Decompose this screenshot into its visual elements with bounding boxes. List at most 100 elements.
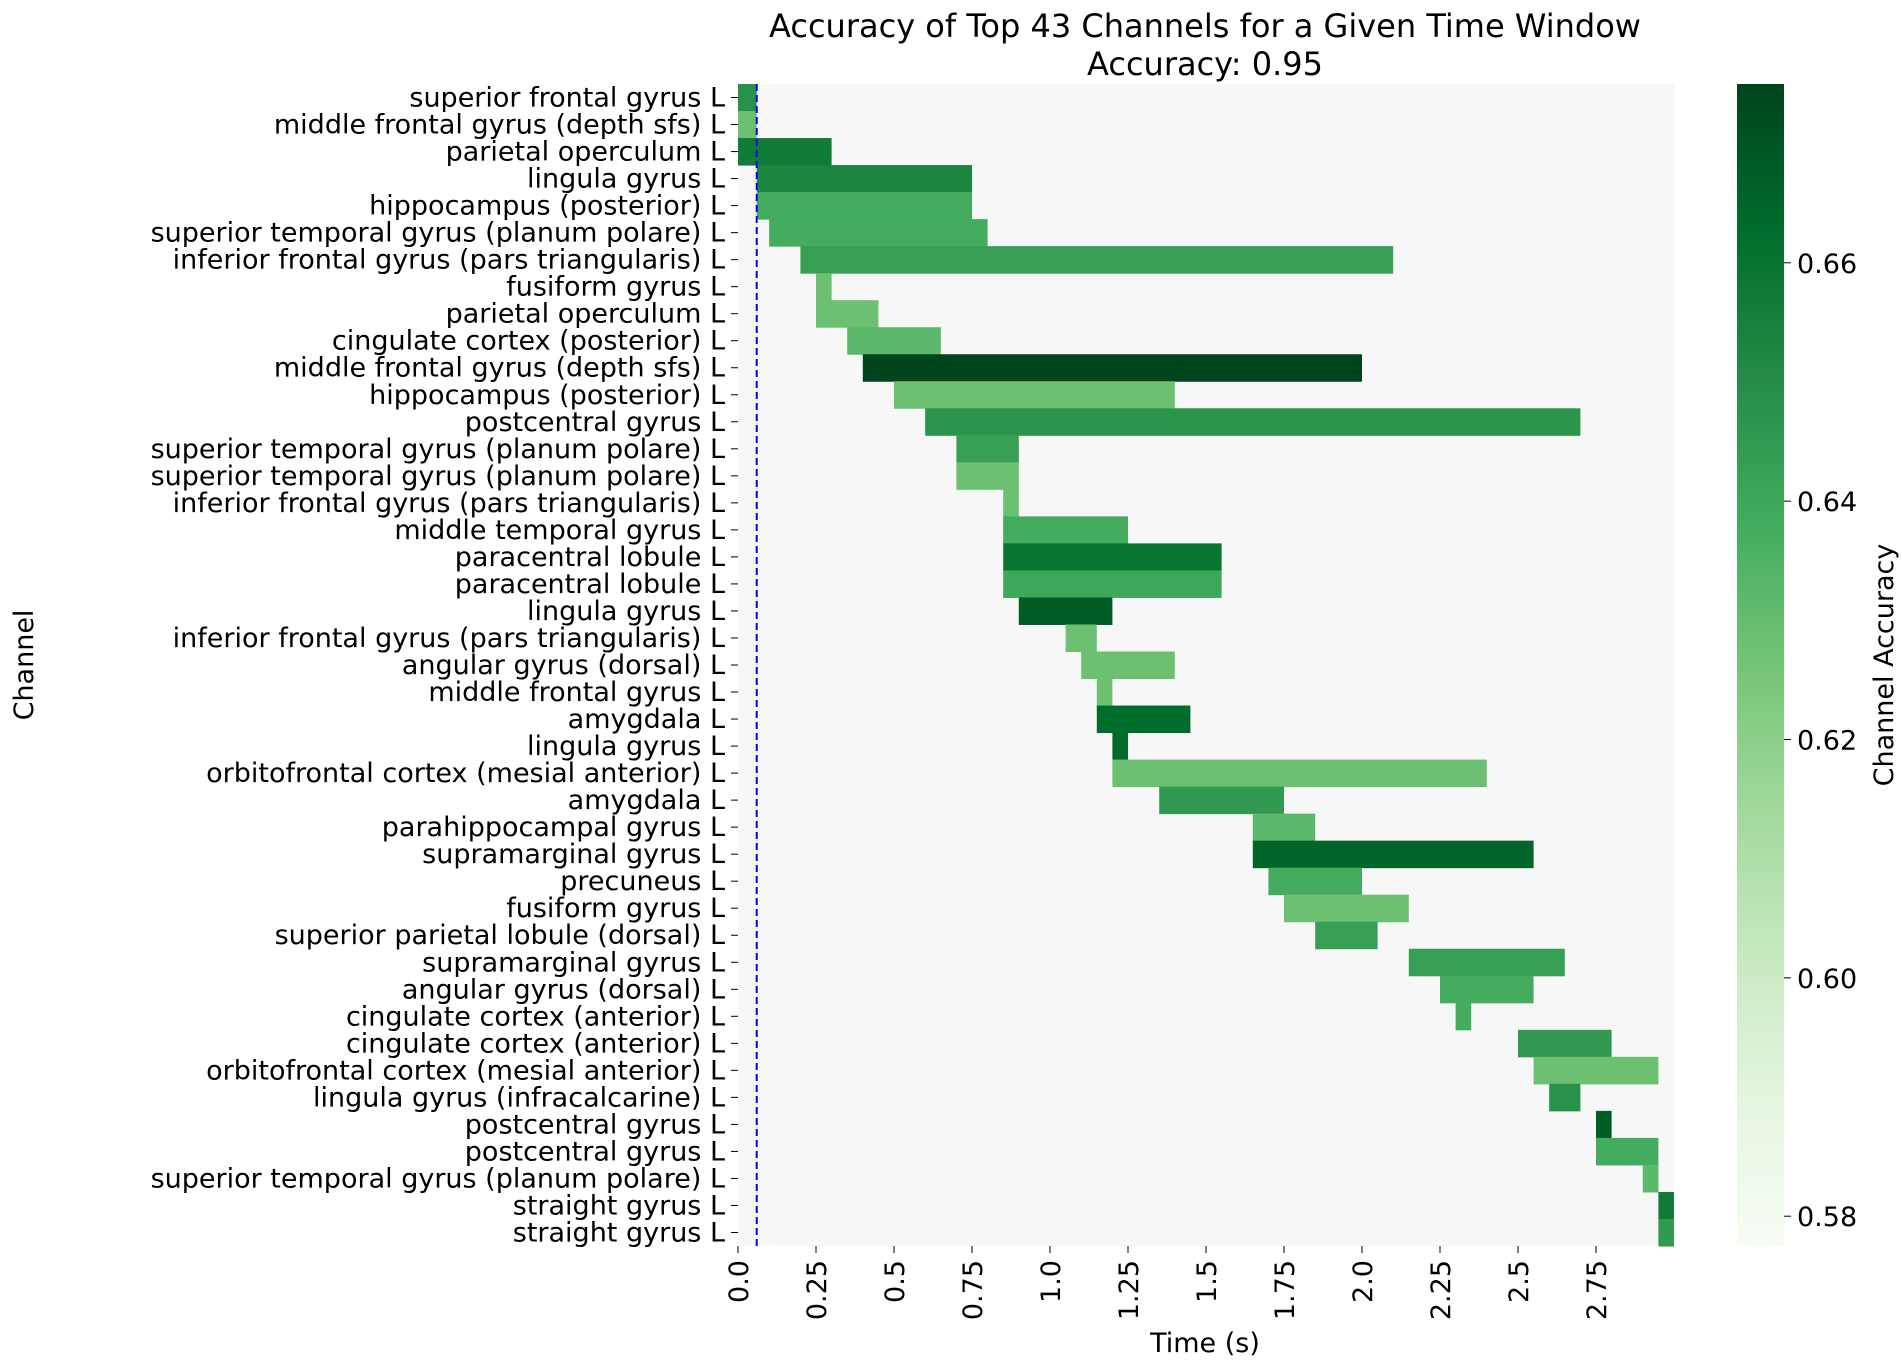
channel-bar	[1003, 516, 1128, 544]
channel-bar	[800, 246, 1394, 274]
channel-bar	[1003, 543, 1222, 571]
channel-bar	[1112, 759, 1487, 788]
y-tick-label: lingula gyrus L	[527, 596, 725, 627]
x-tick-label: 0.75	[958, 1260, 989, 1320]
x-tick-label: 2.5	[1504, 1260, 1535, 1303]
channel-bar	[816, 273, 832, 301]
y-tick-label: lingula gyrus L	[527, 164, 725, 195]
y-tick-label: postcentral gyrus L	[465, 1109, 725, 1140]
colorbar-label: Channel Accuracy	[1869, 544, 1900, 787]
y-tick-label: straight gyrus L	[513, 1190, 725, 1221]
colorbar-tick-label: 0.62	[1797, 725, 1857, 756]
y-tick-label: parietal operculum L	[446, 137, 725, 168]
x-tick-label: 2.75	[1582, 1260, 1613, 1320]
y-tick-label: inferior frontal gyrus (pars triangulari…	[173, 623, 725, 654]
channel-bar	[738, 111, 757, 139]
y-tick-label: lingula gyrus L	[527, 731, 725, 762]
channel-bar	[1549, 1083, 1581, 1112]
channel-bar	[1408, 948, 1565, 977]
x-tick-label: 2.25	[1426, 1260, 1457, 1320]
channel-bar	[894, 381, 1175, 409]
channel-bar	[1003, 489, 1019, 517]
y-tick-label: lingula gyrus (infracalcarine) L	[313, 1082, 725, 1113]
chart-subtitle: Accuracy: 0.95	[1087, 45, 1323, 83]
channel-bar	[847, 327, 941, 355]
y-tick-label: inferior frontal gyrus (pars triangulari…	[173, 488, 725, 519]
y-tick-label: hippocampus (posterior) L	[369, 380, 725, 411]
y-tick-label: postcentral gyrus L	[465, 407, 725, 438]
channel-bar	[1315, 921, 1378, 950]
y-tick-label: superior parietal lobule (dorsal) L	[275, 920, 725, 951]
y-tick-label: inferior frontal gyrus (pars triangulari…	[173, 245, 725, 276]
y-tick-label: cingulate cortex (anterior) L	[346, 1001, 725, 1032]
y-tick-label: cingulate cortex (posterior) L	[332, 326, 725, 357]
channel-bar	[1252, 813, 1316, 842]
channel-bar	[1081, 651, 1175, 680]
channel-bar	[1065, 624, 1097, 652]
y-tick-label: parietal operculum L	[446, 299, 725, 330]
y-tick-label: superior frontal gyrus L	[409, 83, 725, 114]
channel-bar	[1642, 1164, 1659, 1193]
channel-bar	[756, 192, 972, 220]
colorbar	[1737, 84, 1784, 1246]
y-tick-label: fusiform gyrus L	[506, 272, 725, 303]
x-tick-label: 0.0	[724, 1260, 755, 1303]
y-tick-label: middle frontal gyrus (depth sfs) L	[274, 353, 725, 384]
y-tick-label: superior temporal gyrus (planum polare) …	[151, 434, 725, 465]
y-tick-label: supramarginal gyrus L	[422, 947, 725, 978]
y-tick-label: angular gyrus (dorsal) L	[402, 974, 725, 1005]
chart-title: Accuracy of Top 43 Channels for a Given …	[769, 7, 1641, 45]
colorbar-tick-label: 0.64	[1797, 487, 1857, 518]
y-tick-label: superior temporal gyrus (planum polare) …	[151, 1163, 725, 1194]
channel-bar	[1596, 1137, 1659, 1166]
y-tick-label: supramarginal gyrus L	[422, 839, 725, 870]
channel-bar	[1440, 975, 1534, 1004]
y-tick-label: amygdala L	[568, 785, 725, 816]
channel-bar	[956, 462, 1019, 490]
colorbar-tick-label: 0.60	[1797, 964, 1857, 995]
y-tick-label: cingulate cortex (anterior) L	[346, 1028, 725, 1059]
x-tick-label: 2.0	[1348, 1260, 1379, 1303]
channel-bar	[1455, 1002, 1472, 1031]
x-tick-label: 1.0	[1036, 1260, 1067, 1303]
x-tick-label: 1.25	[1114, 1260, 1145, 1320]
x-tick-label: 0.5	[880, 1260, 911, 1303]
channel-bar	[1596, 1110, 1612, 1139]
x-axis-label: Time (s)	[1149, 1328, 1260, 1359]
y-tick-label: paracentral lobule L	[455, 542, 725, 573]
channel-bar	[756, 165, 972, 193]
y-axis-label: Channel	[9, 610, 40, 721]
y-tick-label: hippocampus (posterior) L	[369, 191, 725, 222]
y-tick-label: parahippocampal gyrus L	[382, 812, 725, 843]
channel-bar	[1252, 840, 1534, 869]
channel-bar	[1096, 678, 1113, 707]
channel-bar	[1268, 867, 1362, 896]
channel-bar	[738, 138, 832, 166]
y-tick-label: middle frontal gyrus L	[428, 677, 725, 708]
y-tick-label: precuneus L	[560, 866, 725, 897]
channel-bar	[956, 435, 1019, 463]
channel-bar	[1658, 1191, 1674, 1220]
channel-bar	[1533, 1056, 1659, 1085]
colorbar-tick-label: 0.58	[1797, 1202, 1857, 1233]
channel-bar	[769, 219, 988, 247]
channel-bar	[925, 408, 1581, 436]
y-tick-label: amygdala L	[568, 704, 725, 735]
channel-bar	[816, 300, 879, 328]
y-tick-label: superior temporal gyrus (planum polare) …	[151, 218, 725, 249]
y-tick-label: middle temporal gyrus L	[394, 515, 725, 546]
channel-bar	[1096, 705, 1191, 734]
colorbar-tick-label: 0.66	[1797, 249, 1857, 280]
channel-bar	[1018, 597, 1113, 625]
channel-bar	[862, 354, 1362, 382]
channel-bar	[1159, 786, 1284, 815]
channel-bar	[738, 84, 757, 112]
channel-bar	[1003, 570, 1222, 598]
channel-bar	[1112, 732, 1128, 761]
y-tick-label: postcentral gyrus L	[465, 1136, 725, 1167]
y-tick-label: straight gyrus L	[513, 1217, 725, 1248]
y-tick-label: orbitofrontal cortex (mesial anterior) L	[206, 1055, 725, 1086]
y-tick-label: orbitofrontal cortex (mesial anterior) L	[206, 758, 725, 789]
x-tick-label: 0.25	[802, 1260, 833, 1320]
